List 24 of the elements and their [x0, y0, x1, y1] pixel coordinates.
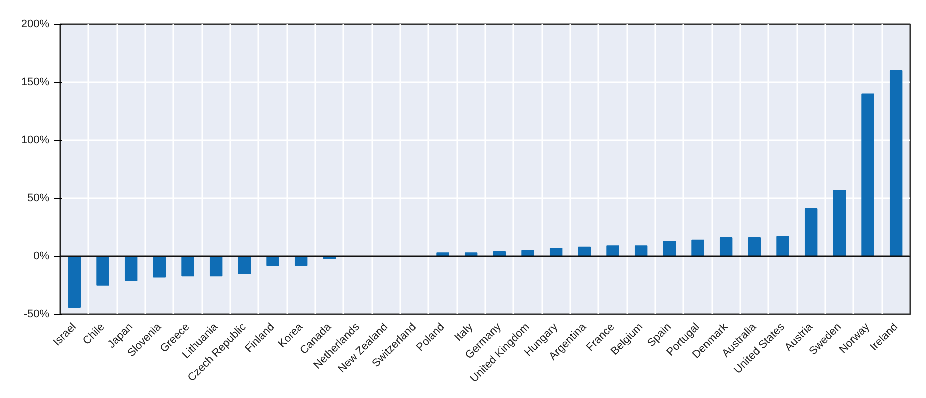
bar	[748, 238, 762, 257]
y-tick-label: 0%	[34, 250, 50, 262]
bar	[663, 241, 676, 257]
bar	[804, 208, 818, 257]
bar	[182, 256, 194, 277]
bar	[238, 256, 252, 274]
bar	[720, 238, 733, 257]
bar	[210, 256, 223, 277]
bar	[124, 256, 138, 282]
bar	[634, 246, 648, 257]
bar	[890, 70, 903, 257]
y-tick-label: 150%	[21, 76, 50, 88]
bar	[776, 236, 790, 257]
bar	[833, 190, 846, 257]
bar	[862, 94, 874, 257]
bar	[153, 256, 166, 278]
y-tick-label: 50%	[27, 192, 50, 204]
bar	[68, 256, 82, 308]
y-tick-label: -50%	[24, 308, 50, 320]
bar	[96, 256, 110, 286]
y-tick-label: 100%	[21, 134, 50, 146]
bar	[692, 240, 704, 257]
bar	[606, 246, 620, 257]
y-tick-label: 200%	[21, 18, 50, 30]
